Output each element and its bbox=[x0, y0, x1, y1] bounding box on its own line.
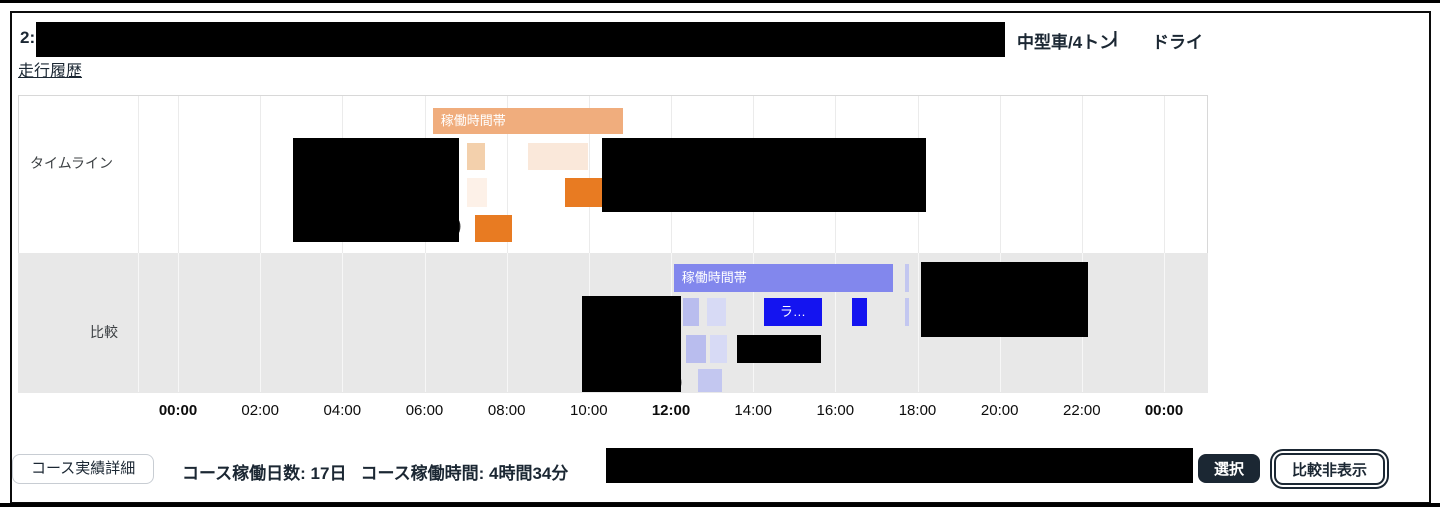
gridline bbox=[260, 96, 262, 253]
axis-tick-label: 06:00 bbox=[405, 402, 444, 419]
gridline bbox=[342, 253, 344, 392]
bottom-divider bbox=[0, 503, 1440, 507]
comparison-bar[interactable] bbox=[686, 335, 706, 363]
timeline-bar[interactable] bbox=[564, 178, 602, 207]
timeline-bar[interactable]: 稼働時間帯 bbox=[432, 108, 624, 134]
comparison-bar[interactable] bbox=[697, 369, 723, 392]
axis-tick-label: 00:00 bbox=[158, 402, 198, 419]
load-type: ドライ bbox=[1152, 33, 1203, 52]
gridline bbox=[1164, 96, 1165, 253]
axis-tick-label: 14:00 bbox=[734, 402, 772, 419]
redacted-area bbox=[293, 138, 459, 242]
axis-tick-label: 12:00 bbox=[651, 402, 691, 419]
gridline bbox=[835, 253, 837, 392]
comparison-bar[interactable] bbox=[706, 298, 726, 326]
gridline bbox=[260, 253, 262, 392]
axis-tick-label: 00:00 bbox=[1144, 402, 1184, 419]
redacted-area bbox=[737, 335, 821, 363]
select-button[interactable]: 選択 bbox=[1198, 454, 1260, 483]
vehicle-class: 中型車/4トン bbox=[1017, 33, 1117, 52]
comparison-bar[interactable]: ラ… bbox=[764, 298, 822, 326]
comparison-bar[interactable] bbox=[904, 298, 909, 326]
gridline bbox=[178, 96, 179, 253]
redacted-area bbox=[921, 262, 1088, 337]
bar-label: ラ… bbox=[779, 304, 806, 319]
axis-tick-label: 02:00 bbox=[241, 402, 279, 419]
axis-tick-label: 18:00 bbox=[898, 402, 937, 419]
bar-label: 稼働時間帯 bbox=[681, 270, 747, 285]
gridline bbox=[753, 253, 755, 392]
gridline bbox=[138, 253, 139, 392]
course-operating-time: コース稼働時間: 4時間34分 bbox=[360, 464, 569, 483]
comparison-bar[interactable] bbox=[710, 335, 728, 363]
redacted-area bbox=[602, 138, 926, 212]
gridline bbox=[588, 96, 590, 253]
comparison-bar[interactable]: 稼働時間帯 bbox=[673, 264, 893, 292]
gridline bbox=[1164, 253, 1165, 392]
comparison-bar[interactable] bbox=[904, 264, 909, 292]
gridline bbox=[424, 253, 426, 392]
timeline-bar[interactable] bbox=[527, 143, 589, 170]
course-operating-days: コース稼働日数: 17日 bbox=[182, 464, 347, 483]
gridline bbox=[999, 96, 1001, 253]
comparison-bar[interactable] bbox=[851, 298, 868, 326]
axis-tick-label: 10:00 bbox=[570, 402, 608, 419]
gridline bbox=[178, 253, 179, 392]
axis-tick-label: 08:00 bbox=[487, 402, 526, 419]
redacted-area bbox=[36, 22, 1005, 57]
bar-label: 稼働時間帯 bbox=[440, 113, 506, 128]
top-divider bbox=[0, 0, 1440, 3]
axis-tick-label: 22:00 bbox=[1063, 402, 1101, 419]
row-label-timeline: タイムライン bbox=[30, 155, 114, 171]
axis-tick-label: 04:00 bbox=[323, 402, 362, 419]
gridline bbox=[506, 96, 508, 253]
hide-comparison-button[interactable]: 比較非表示 bbox=[1274, 453, 1386, 485]
axis-tick-label: 20:00 bbox=[980, 402, 1019, 419]
row-label-comparison: 比較 bbox=[90, 324, 118, 340]
comparison-bar[interactable] bbox=[682, 298, 699, 326]
header-separator: | bbox=[1113, 28, 1118, 47]
redacted-area bbox=[606, 448, 1193, 483]
timeline-bar[interactable] bbox=[467, 143, 485, 170]
redacted-area bbox=[582, 296, 681, 392]
route-number: 2: bbox=[20, 28, 36, 47]
course-details-button[interactable]: コース実績詳細 bbox=[12, 454, 155, 484]
gridline bbox=[917, 253, 919, 392]
gridline bbox=[138, 96, 139, 253]
axis-tick-label: 16:00 bbox=[816, 402, 855, 419]
gridline bbox=[506, 253, 508, 392]
driving-history-link[interactable]: 走行履歴 bbox=[18, 63, 83, 80]
timeline-bar[interactable] bbox=[467, 178, 487, 207]
gridline bbox=[1081, 96, 1083, 253]
course-stats: コース稼働日数: 17日 コース稼働時間: 4時間34分 bbox=[182, 459, 568, 484]
timeline-bar[interactable] bbox=[475, 215, 513, 242]
